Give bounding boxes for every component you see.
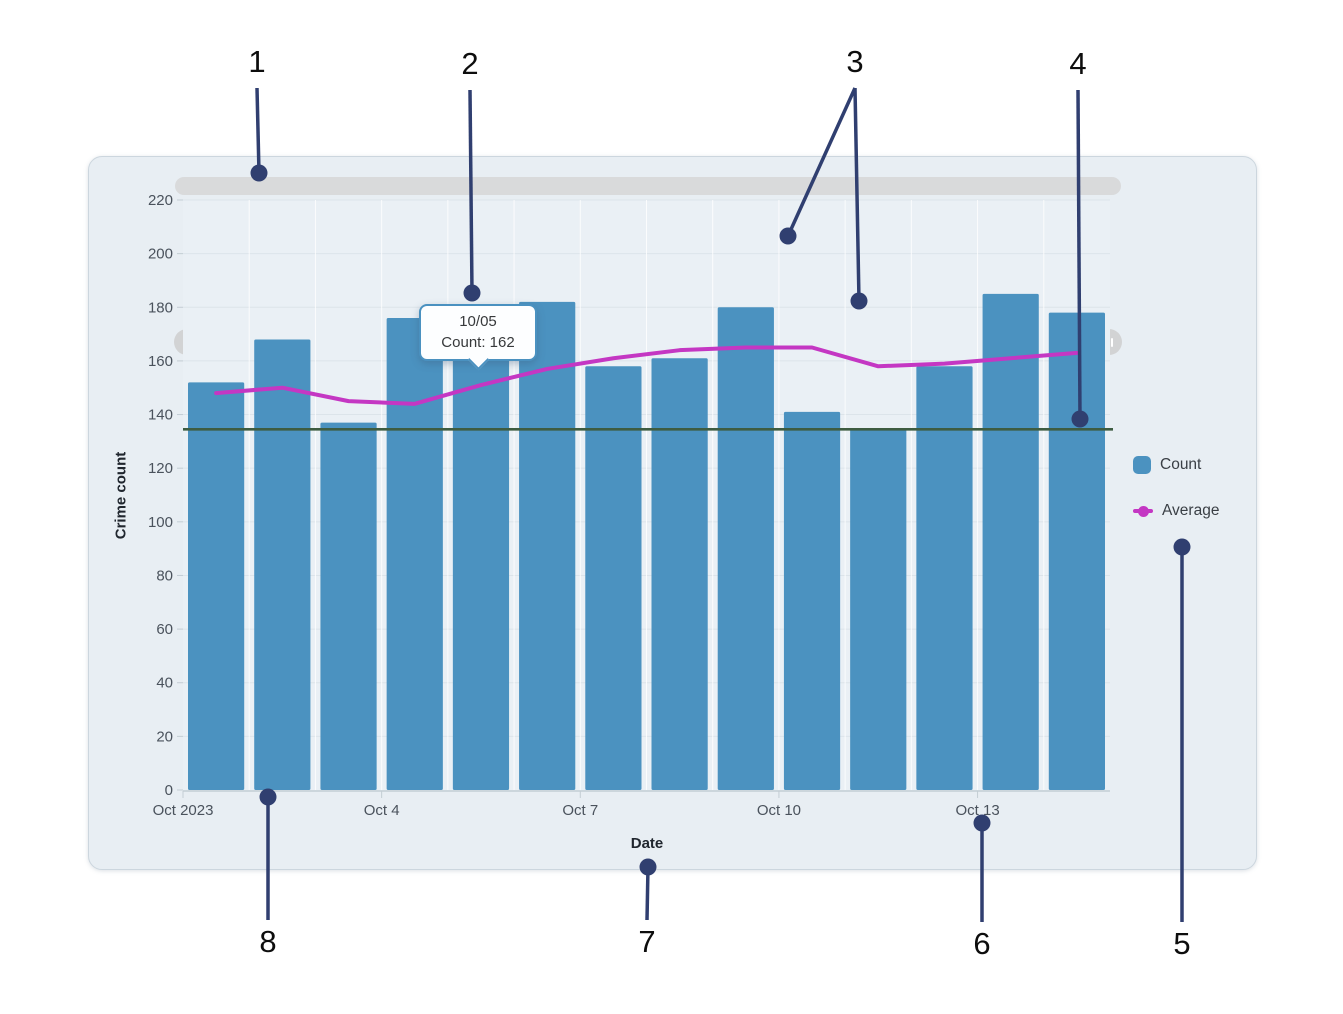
- chart-tooltip: 10/05 Count: 162: [419, 304, 537, 371]
- bar-oct-11[interactable]: [850, 427, 907, 790]
- bar-oct-4[interactable]: [386, 318, 443, 790]
- y-tick-label: 40: [156, 675, 173, 692]
- callout-3-connector: [853, 87, 861, 302]
- bar-oct-1[interactable]: [188, 382, 245, 790]
- callout-6-dot-x-tick-label-oct-13: [973, 814, 991, 832]
- y-axis-title: Crime count: [112, 451, 130, 540]
- callout-4-connector: [1076, 89, 1082, 420]
- bar-oct-3[interactable]: [320, 422, 377, 790]
- tooltip-value: Count: 162: [441, 334, 515, 351]
- y-tick-label: 80: [156, 567, 173, 584]
- bar-oct-10[interactable]: [783, 411, 841, 790]
- callout-label-8: 8: [259, 924, 277, 959]
- callout-label-1: 1: [248, 44, 266, 79]
- callout-label-3: 3: [846, 44, 864, 79]
- callout-4-dot-threshold-line: [1071, 410, 1089, 428]
- callout-label-4: 4: [1069, 46, 1087, 81]
- callout-1-connector: [255, 87, 261, 174]
- bar-oct-7[interactable]: [585, 366, 642, 790]
- legend-label: Average: [1162, 502, 1220, 519]
- average-line[interactable]: [214, 345, 1079, 406]
- bar-oct-2[interactable]: [254, 339, 311, 790]
- legend-item-count[interactable]: Count: [1133, 456, 1219, 474]
- legend-item-average[interactable]: Average: [1133, 502, 1219, 520]
- y-tick-label: 180: [148, 299, 173, 316]
- count-swatch-icon: [1133, 456, 1151, 474]
- bar-oct-5[interactable]: [452, 355, 510, 790]
- bar-oct-6[interactable]: [519, 301, 576, 790]
- y-tick-label: 120: [148, 460, 173, 477]
- callout-1-dot-range-scrollbar: [250, 164, 268, 182]
- bar-oct-14[interactable]: [1048, 312, 1105, 790]
- bar-oct-8[interactable]: [651, 358, 708, 790]
- legend-label: Count: [1160, 456, 1202, 473]
- x-tick-label: Oct 4: [364, 802, 400, 819]
- callout-3-dot-plot-area: [850, 292, 868, 310]
- y-tick-label: 0: [165, 782, 173, 799]
- callout-label-6: 6: [973, 926, 991, 961]
- callout-7-connector: [645, 866, 650, 921]
- y-tick-label: 60: [156, 621, 173, 638]
- x-tick-label: Oct 2023: [153, 802, 214, 819]
- y-tick-label: 20: [156, 728, 173, 745]
- bar-oct-9[interactable]: [717, 307, 774, 790]
- callout-8-dot-x-axis: [259, 788, 277, 806]
- average-line-icon: [1133, 505, 1153, 517]
- tooltip-date: 10/05: [459, 313, 497, 330]
- y-tick-label: 220: [148, 192, 173, 209]
- x-axis-title: Date: [630, 835, 664, 852]
- y-tick-label: 140: [148, 407, 173, 424]
- x-tick-label: Oct 7: [562, 802, 598, 819]
- chart-legend: Count Average: [1133, 456, 1219, 520]
- bar-oct-12[interactable]: [916, 366, 973, 790]
- callout-3-dot-plot-area: [779, 227, 797, 245]
- callout-2-connector: [468, 89, 474, 294]
- y-tick-label: 100: [148, 514, 173, 531]
- range-scrollbar-track[interactable]: [175, 177, 1121, 195]
- grip-icon: [1110, 337, 1113, 347]
- y-tick-label: 160: [148, 353, 173, 370]
- callout-3-connector: [786, 87, 857, 237]
- callout-label-5: 5: [1173, 926, 1191, 961]
- callout-label-7: 7: [638, 924, 656, 959]
- x-tick-label: Oct 13: [955, 802, 999, 819]
- callout-label-2: 2: [461, 46, 479, 81]
- x-tick-label: Oct 10: [757, 802, 801, 819]
- y-tick-label: 200: [148, 246, 173, 263]
- callout-5-dot-legend: [1173, 538, 1191, 556]
- callout-7-dot-x-axis-title: [639, 858, 657, 876]
- callout-2-dot-tooltip: [463, 284, 481, 302]
- bar-oct-13[interactable]: [982, 293, 1039, 790]
